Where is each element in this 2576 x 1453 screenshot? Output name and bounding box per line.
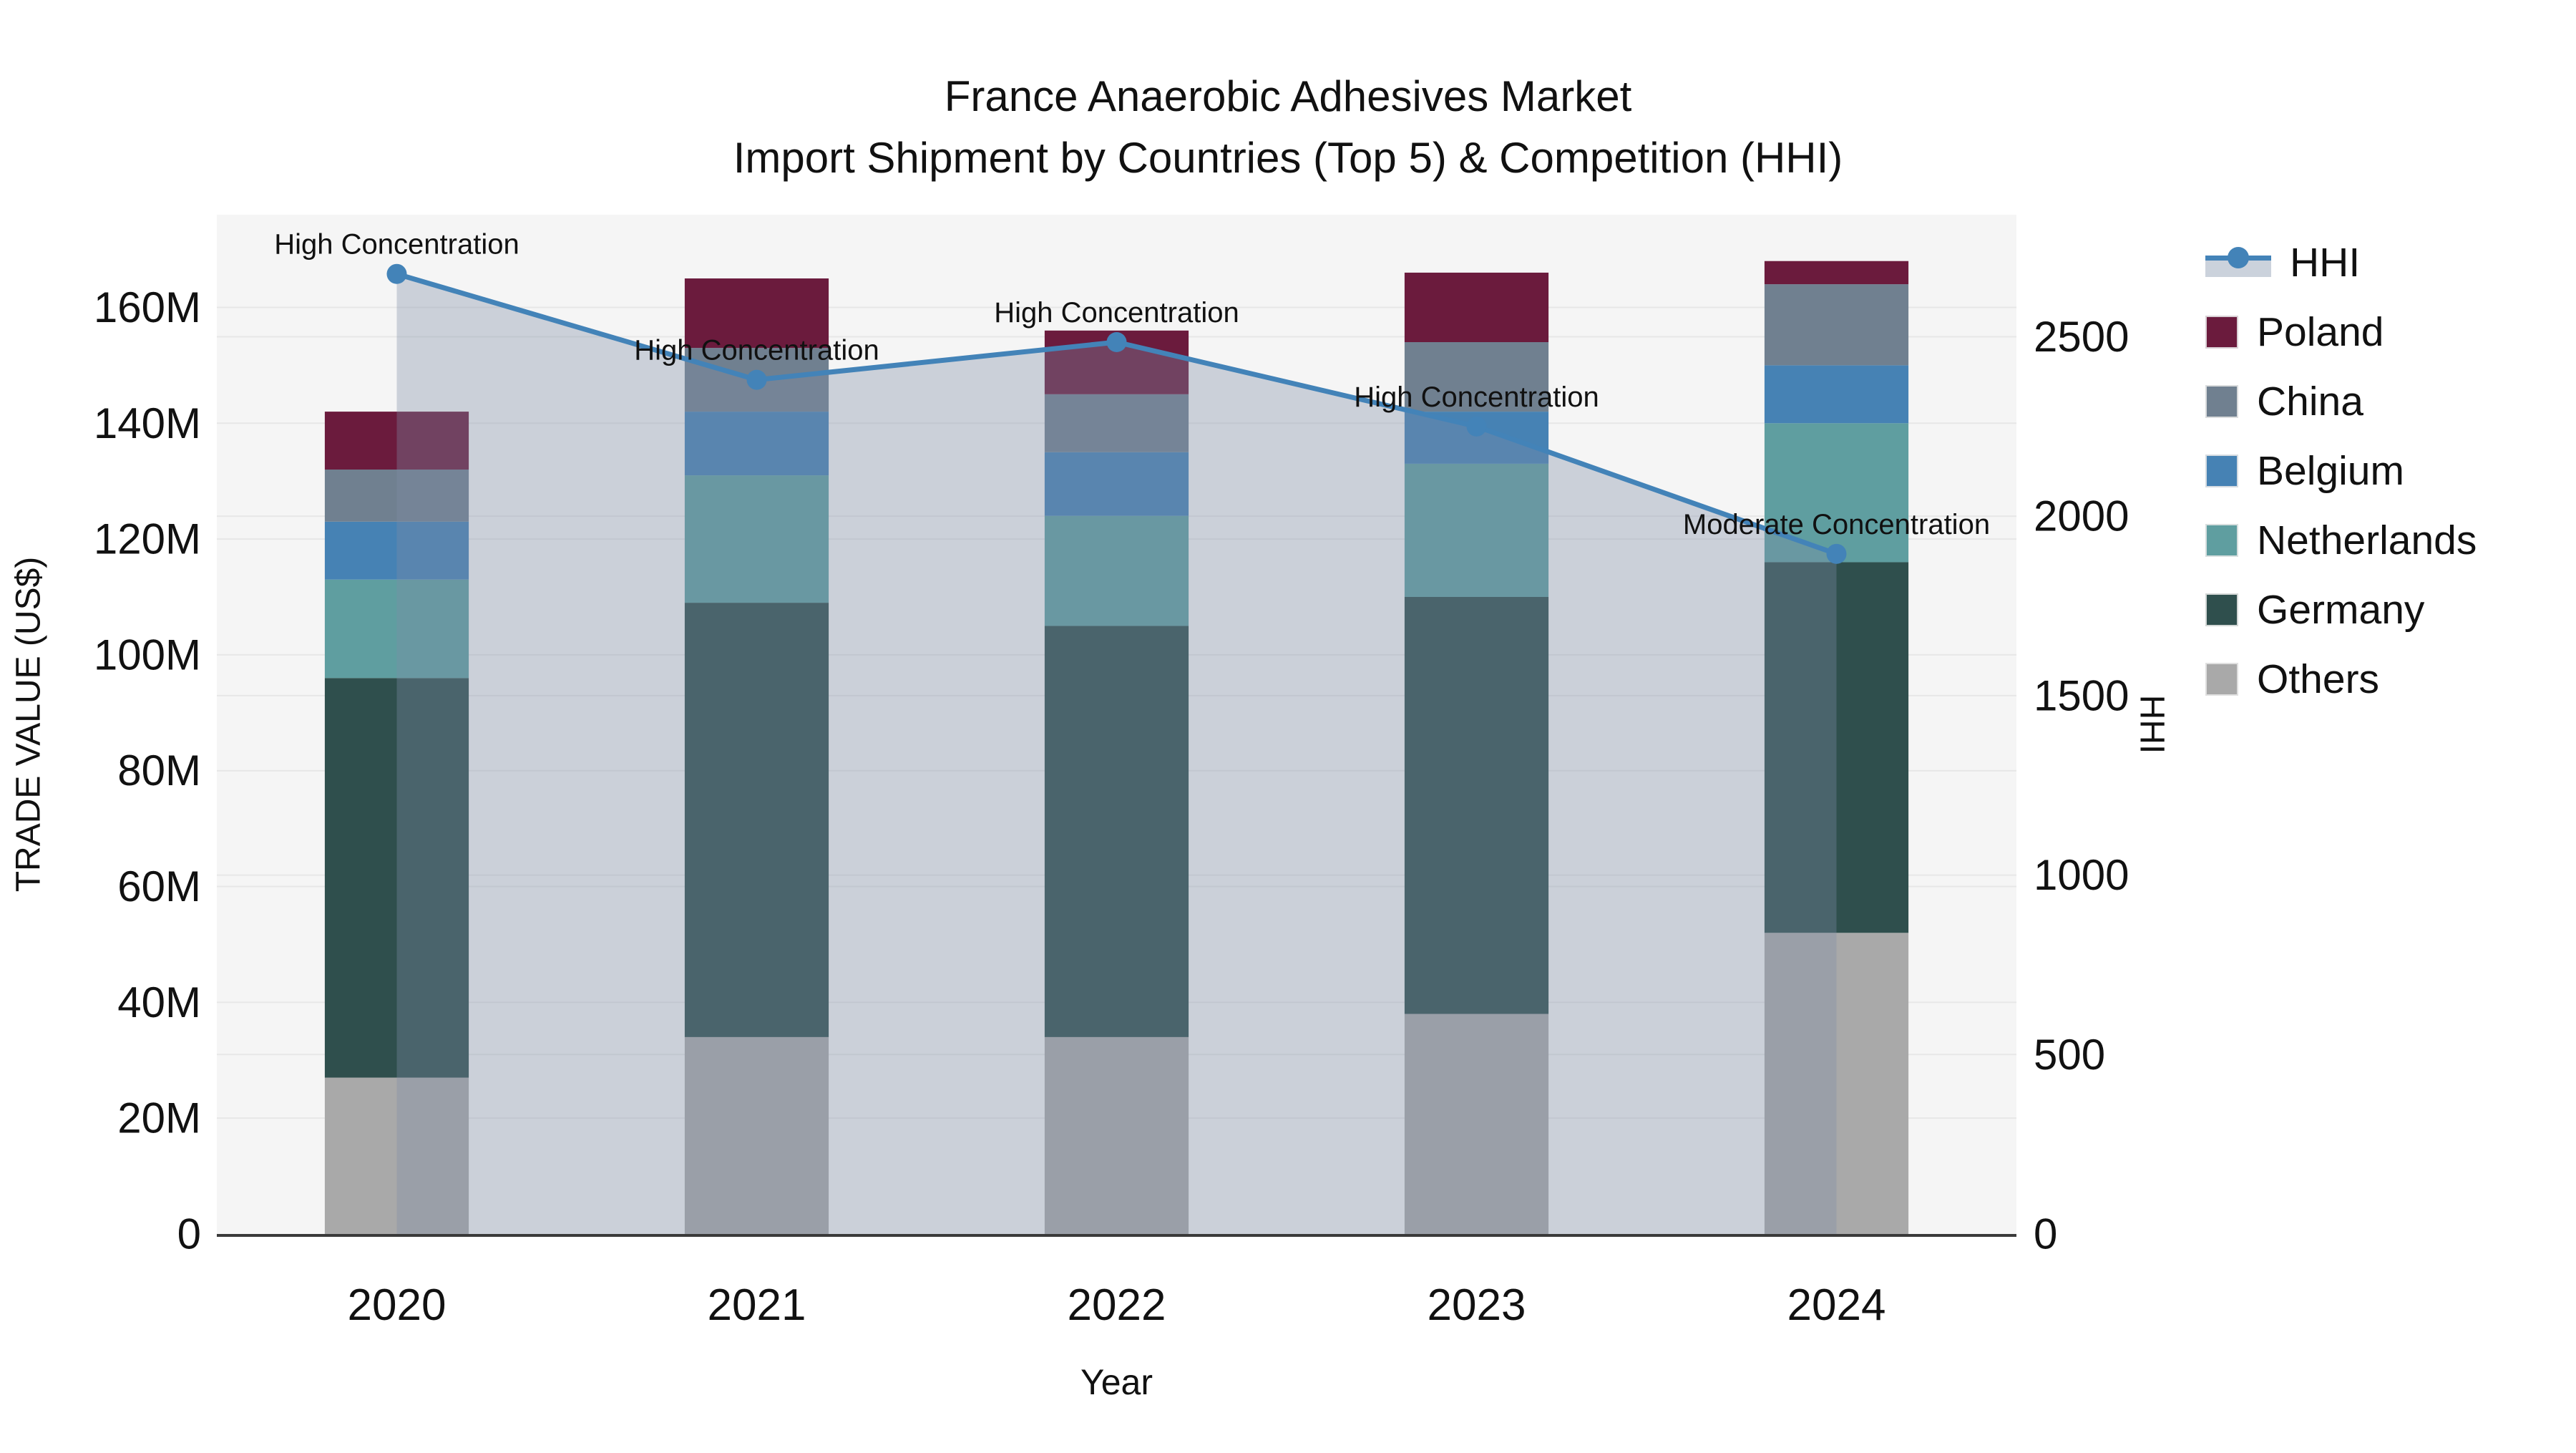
bar-2023-others bbox=[1404, 1014, 1549, 1234]
chart-title: France Anaerobic Adhesives Market bbox=[944, 72, 1632, 120]
bar-2022-germany bbox=[1044, 626, 1189, 1037]
y-left-tick-160M: 160M bbox=[94, 283, 201, 331]
bar-2021-germany bbox=[684, 603, 829, 1037]
annotation-2022: High Concentration bbox=[994, 297, 1239, 329]
legend-item-poland[interactable]: Poland bbox=[2205, 297, 2477, 366]
bar-2024-poland bbox=[1764, 261, 1909, 285]
bar-2024-germany bbox=[1764, 562, 1909, 933]
annotation-2024: Moderate Concentration bbox=[1683, 509, 1990, 540]
hhi-area-fill bbox=[396, 273, 1837, 1234]
chart-subtitle: Import Shipment by Countries (Top 5) & C… bbox=[733, 134, 1843, 182]
legend-label-germany: Germany bbox=[2257, 586, 2425, 633]
y-right-tick-500: 500 bbox=[2034, 1031, 2105, 1079]
bar-2024-belgium bbox=[1764, 365, 1909, 424]
legend-item-hhi[interactable]: HHI bbox=[2205, 228, 2477, 297]
bar-2024-china bbox=[1764, 284, 1909, 366]
legend-swatch-others bbox=[2205, 662, 2238, 696]
bar-2020-china bbox=[324, 470, 469, 522]
x-tick-2021: 2021 bbox=[708, 1281, 806, 1330]
legend-label-belgium: Belgium bbox=[2257, 447, 2404, 494]
legend-item-china[interactable]: China bbox=[2205, 366, 2477, 436]
y-right-axis-title: HHI bbox=[2133, 695, 2171, 754]
y-right-tick-0: 0 bbox=[2034, 1210, 2057, 1258]
legend-item-belgium[interactable]: Belgium bbox=[2205, 436, 2477, 505]
legend-label-netherlands: Netherlands bbox=[2257, 517, 2477, 563]
hhi-marker-2024 bbox=[1826, 543, 1847, 564]
legend-label-hhi: HHI bbox=[2290, 239, 2361, 286]
y-right-tick-2000: 2000 bbox=[2034, 492, 2129, 540]
bar-2021-belgium bbox=[684, 412, 829, 476]
bar-2023-germany bbox=[1404, 597, 1549, 1014]
legend-swatch-netherlands bbox=[2205, 523, 2238, 557]
legend-item-netherlands[interactable]: Netherlands bbox=[2205, 505, 2477, 575]
y-right-tick-1000: 1000 bbox=[2034, 851, 2129, 899]
legend-label-poland: Poland bbox=[2257, 308, 2384, 355]
y-right-tick-1500: 1500 bbox=[2034, 671, 2129, 719]
y-left-tick-60M: 60M bbox=[117, 862, 201, 910]
annotation-2020: High Concentration bbox=[274, 229, 519, 261]
y-left-tick-100M: 100M bbox=[94, 631, 201, 679]
bar-2020-germany bbox=[324, 678, 469, 1078]
bar-2020-others bbox=[324, 1077, 469, 1234]
hhi-marker-2020 bbox=[386, 263, 407, 284]
hhi-marker-2021 bbox=[746, 369, 767, 390]
y-left-axis-title: TRADE VALUE (US$) bbox=[10, 557, 48, 893]
bar-2022-others bbox=[1044, 1036, 1189, 1234]
legend-swatch-germany bbox=[2205, 593, 2238, 626]
legend-swatch-poland bbox=[2205, 315, 2238, 349]
legend-hhi-line-icon bbox=[2205, 246, 2271, 280]
bar-2020-netherlands bbox=[324, 579, 469, 679]
y-left-tick-20M: 20M bbox=[117, 1094, 201, 1142]
bar-2022-netherlands bbox=[1044, 515, 1189, 626]
y-left-tick-80M: 80M bbox=[117, 747, 201, 794]
x-tick-2024: 2024 bbox=[1787, 1281, 1886, 1330]
bar-2023-netherlands bbox=[1404, 463, 1549, 597]
legend-label-china: China bbox=[2257, 378, 2363, 424]
hhi-marker-2023 bbox=[1466, 416, 1487, 437]
x-axis-title: Year bbox=[1080, 1362, 1153, 1402]
bar-2020-poland bbox=[324, 412, 469, 470]
y-left-tick-140M: 140M bbox=[94, 399, 201, 447]
bar-2023-china bbox=[1404, 342, 1549, 412]
chart-title-block: France Anaerobic Adhesives Market Import… bbox=[0, 66, 2576, 189]
y-left-tick-40M: 40M bbox=[117, 978, 201, 1026]
legend-swatch-belgium bbox=[2205, 454, 2238, 487]
legend: HHI Poland China Belgium Netherlands Germany O… bbox=[2205, 228, 2477, 714]
y-left-tick-120M: 120M bbox=[94, 515, 201, 563]
legend-item-others[interactable]: Others bbox=[2205, 644, 2477, 714]
bar-2021-others bbox=[684, 1036, 829, 1234]
x-tick-2022: 2022 bbox=[1068, 1281, 1166, 1330]
x-tick-2020: 2020 bbox=[348, 1281, 447, 1330]
bar-2021-poland bbox=[684, 278, 829, 349]
bar-2022-belgium bbox=[1044, 452, 1189, 516]
bar-2021-netherlands bbox=[684, 475, 829, 603]
bar-2022-china bbox=[1044, 394, 1189, 452]
annotation-2023: High Concentration bbox=[1354, 382, 1599, 413]
legend-swatch-china bbox=[2205, 384, 2238, 418]
bar-2020-belgium bbox=[324, 521, 469, 580]
annotation-2021: High Concentration bbox=[634, 335, 879, 366]
y-left-tick-0: 0 bbox=[177, 1210, 201, 1258]
bar-2023-poland bbox=[1404, 272, 1549, 342]
bar-2024-others bbox=[1764, 933, 1909, 1234]
legend-label-others: Others bbox=[2257, 656, 2380, 702]
legend-item-germany[interactable]: Germany bbox=[2205, 575, 2477, 644]
x-tick-2023: 2023 bbox=[1428, 1281, 1526, 1330]
y-right-tick-2500: 2500 bbox=[2034, 313, 2129, 361]
hhi-marker-2022 bbox=[1106, 332, 1127, 352]
